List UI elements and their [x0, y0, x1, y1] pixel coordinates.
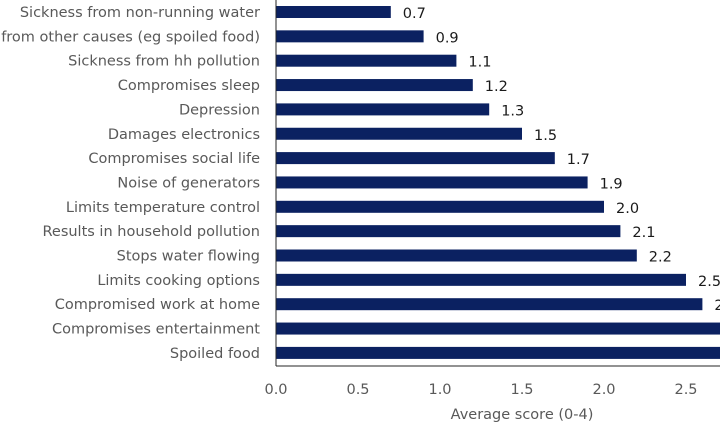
value-label: 2.6 — [714, 298, 720, 314]
value-label: 1.3 — [501, 103, 524, 119]
bar-8 — [276, 200, 604, 213]
x-tick-label: 2.0 — [592, 382, 615, 398]
category-labels: Sickness from non-running water from othe… — [1, 5, 260, 362]
bar-11 — [276, 273, 686, 286]
category-label: Noise of generators — [117, 175, 260, 191]
bar-6 — [276, 152, 555, 165]
x-axis-title: Average score (0-4) — [451, 407, 594, 423]
category-label: from other causes (eg spoiled food) — [1, 29, 260, 45]
value-label: 2.2 — [649, 250, 672, 266]
value-label: 0.7 — [403, 6, 426, 22]
category-label: Compromises sleep — [118, 78, 260, 94]
value-label: 0.9 — [436, 30, 459, 46]
bar-4 — [276, 103, 490, 116]
bar-2 — [276, 54, 457, 67]
category-label: Sickness from non-running water — [20, 5, 260, 21]
value-label: 1.2 — [485, 79, 508, 95]
bar-9 — [276, 225, 621, 238]
category-label: Limits cooking options — [97, 273, 260, 289]
bar-10 — [276, 249, 637, 262]
bar-14 — [276, 346, 720, 359]
value-labels: 0.70.91.11.21.31.51.71.92.02.12.22.52.62… — [403, 6, 720, 314]
category-label: Depression — [179, 102, 260, 118]
bar-3 — [276, 79, 473, 92]
x-tick-labels: 0.0 0.5 1.0 1.5 2.0 2.5 — [264, 382, 697, 398]
bar-12 — [276, 298, 703, 311]
x-tick-label: 0.5 — [346, 382, 369, 398]
x-tick-label: 1.0 — [428, 382, 451, 398]
bar-0 — [276, 6, 391, 18]
bar-13 — [276, 322, 720, 335]
category-label: Damages electronics — [108, 127, 260, 143]
value-label: 2.1 — [632, 225, 655, 241]
bar-5 — [276, 127, 522, 140]
x-tick-label: 2.5 — [674, 382, 697, 398]
category-label: Sickness from hh pollution — [68, 54, 260, 70]
category-label: Results in household pollution — [42, 224, 260, 240]
bar-7 — [276, 176, 588, 189]
category-label: Compromises social life — [88, 151, 260, 167]
category-label: Stops water flowing — [117, 249, 260, 265]
category-label: Limits temperature control — [66, 200, 260, 216]
value-label: 1.5 — [534, 128, 557, 144]
category-label: Spoiled food — [170, 346, 260, 362]
bar-1 — [276, 30, 424, 43]
x-tick-label: 1.5 — [510, 382, 533, 398]
value-label: 1.7 — [567, 152, 590, 168]
value-label: 1.9 — [600, 176, 623, 192]
x-tick-label: 0.0 — [264, 382, 287, 398]
category-label: Compromised work at home — [55, 297, 260, 313]
value-label: 2.5 — [698, 274, 720, 290]
category-label: Compromises entertainment — [52, 322, 260, 338]
value-label: 2.0 — [616, 201, 639, 217]
bars-group — [276, 6, 720, 359]
value-label: 1.1 — [468, 55, 491, 71]
